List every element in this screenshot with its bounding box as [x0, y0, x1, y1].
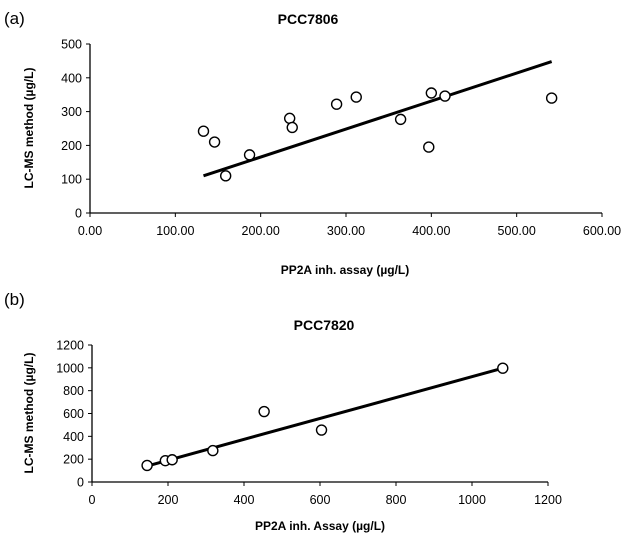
x-tick-label-a: 100.00 [156, 224, 194, 238]
y-tick-label-b: 1200 [56, 339, 84, 353]
data-point-a [423, 141, 435, 153]
data-point-b [207, 444, 219, 457]
x-tick-label-b: 400 [234, 493, 255, 507]
y-tick-label-b: 600 [63, 407, 84, 421]
y-tick-label-b: 400 [63, 430, 84, 444]
y-axis-label-b: LC-MS method (µg/L) [22, 353, 36, 474]
x-tick-label-b: 600 [310, 493, 331, 507]
data-point-a [350, 91, 362, 103]
data-point-a [330, 98, 343, 110]
data-point-b [166, 454, 178, 466]
y-tick-label-a: 200 [61, 139, 82, 153]
y-tick-label-a: 300 [61, 105, 82, 119]
x-tick-label-a: 0.00 [78, 224, 102, 238]
ticks-a: 0.00 100.00 200.00 300.00 400.00 500.00 600.00… [61, 38, 621, 239]
panel-label-a: (a) [4, 9, 25, 28]
y-tick-label-a: 500 [61, 38, 82, 52]
trendline-b [146, 366, 504, 468]
y-tick-label-b: 200 [63, 453, 84, 467]
x-tick-label-a: 400.00 [412, 224, 450, 238]
x-axis-label-a: PP2A inh. assay (µg/L) [281, 263, 410, 277]
chart-title-b: PCC7820 [294, 317, 355, 333]
data-point-a [219, 170, 232, 182]
x-axis-label-b: PP2A inh. Assay (µg/L) [255, 519, 385, 533]
data-point-a [283, 112, 296, 125]
chart-a: (a) PCC7806 0.00 100.00 200.00 300.00 400.00… [4, 9, 621, 277]
x-tick-label-b: 200 [158, 493, 179, 507]
y-tick-label-b: 0 [77, 476, 84, 490]
data-point-a [208, 136, 221, 148]
x-tick-label-b: 0 [89, 493, 96, 507]
data-point-b [497, 362, 509, 374]
y-tick-label-b: 1000 [56, 361, 84, 375]
x-tick-label-b: 800 [386, 493, 407, 507]
y-tick-label-b: 800 [63, 384, 84, 398]
data-point-b [258, 405, 270, 418]
ticks-b: 0 200 400 600 800 1000 1200 0 200 400 600 800 1000 12… [56, 339, 562, 508]
x-tick-label-b: 1200 [534, 493, 562, 507]
data-point-a [394, 113, 407, 126]
y-axis-label-a: LC-MS method (µg/L) [22, 68, 36, 189]
chart-title-a: PCC7806 [278, 11, 339, 27]
data-point-a [545, 92, 558, 104]
chart-b: (b) PCC7820 0 200 400 600 800 1000 1200 0 200 400… [4, 290, 562, 533]
points-a [197, 87, 558, 182]
panel-label-b: (b) [4, 290, 25, 309]
data-point-a [243, 149, 256, 161]
x-tick-label-a: 600.00 [583, 224, 621, 238]
data-point-b [315, 424, 328, 436]
data-point-a [439, 90, 451, 102]
x-tick-label-a: 300.00 [327, 224, 365, 238]
data-point-a [197, 125, 210, 137]
y-tick-label-a: 0 [75, 207, 82, 221]
y-tick-label-a: 400 [61, 71, 82, 85]
trendline-a [203, 60, 553, 178]
y-tick-label-a: 100 [61, 173, 82, 187]
x-tick-label-a: 500.00 [498, 224, 536, 238]
x-tick-label-b: 1000 [458, 493, 486, 507]
data-point-a [286, 121, 298, 134]
data-point-a [425, 87, 438, 99]
x-tick-label-a: 200.00 [242, 224, 280, 238]
points-b [141, 362, 509, 472]
data-point-b [141, 459, 153, 472]
